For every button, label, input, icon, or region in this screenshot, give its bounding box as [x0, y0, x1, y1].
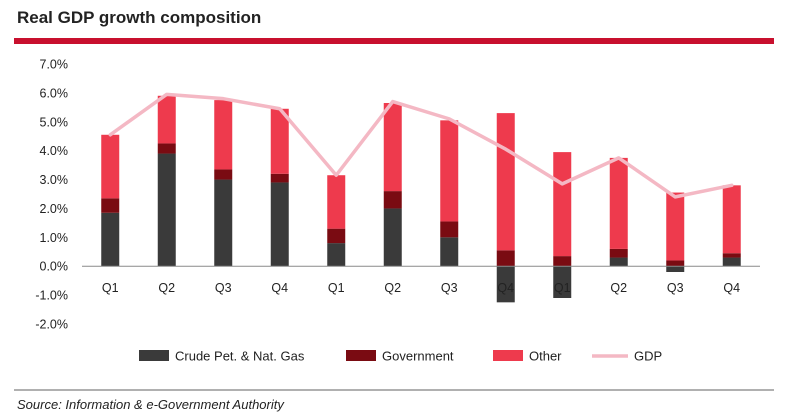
legend-swatch [346, 350, 376, 361]
bar-other [440, 120, 459, 222]
bar-government [327, 228, 346, 244]
bar-government [496, 250, 515, 267]
legend-other: Other [493, 349, 562, 364]
legend-swatch [139, 350, 169, 361]
bar-other [214, 100, 233, 170]
bar-government [609, 248, 628, 258]
bar-other [383, 103, 402, 192]
title-rule [14, 38, 774, 44]
bar-other [496, 113, 515, 251]
bar-other [327, 175, 346, 229]
y-tick-label: 7.0% [40, 58, 69, 72]
y-tick-label: 1.0% [40, 231, 69, 245]
bar-other [722, 185, 741, 254]
x-tick-label: Q2 [158, 281, 175, 295]
y-tick-label: 2.0% [40, 202, 69, 216]
x-tick-label: Q4 [497, 281, 514, 295]
legend-label: Other [529, 349, 562, 364]
x-tick-label: Q3 [215, 281, 232, 295]
x-tick-label: Q1 [102, 281, 119, 295]
x-tick-label: Q1 [328, 281, 345, 295]
legend-gdp: GDP [592, 349, 662, 364]
bars [101, 95, 741, 303]
y-tick-label: 3.0% [40, 173, 69, 187]
bar-government [214, 169, 233, 180]
bar-other [609, 157, 628, 249]
bar-other [101, 134, 120, 199]
bar-crude [666, 266, 685, 272]
y-tick-label: 0.0% [40, 260, 69, 274]
x-tick-label: Q4 [723, 281, 740, 295]
bar-crude [553, 266, 572, 298]
bar-crude [609, 257, 628, 267]
legend-label: GDP [634, 349, 662, 364]
gdp-line [108, 92, 734, 199]
bar-government [440, 221, 459, 238]
bar-government [270, 173, 289, 183]
bar-government [666, 260, 685, 267]
bar-crude [383, 208, 402, 267]
y-axis: 7.0% 6.0% 5.0% 4.0% 3.0% 2.0% 1.0% 0.0% -1.0% -2.… [35, 58, 68, 332]
footer-rule [14, 389, 774, 391]
bar-other [157, 95, 176, 144]
bar-crude [214, 179, 233, 267]
bar-government [553, 256, 572, 267]
legend-label: Government [382, 349, 454, 364]
bar-other [666, 192, 685, 261]
x-tick-label: Q2 [384, 281, 401, 295]
chart-title: Real GDP growth composition [17, 8, 262, 27]
legend-crude: Crude Pet. & Nat. Gas [139, 349, 305, 364]
bar-other [270, 108, 289, 174]
legend-government: Government [346, 349, 454, 364]
bar-other [553, 152, 572, 257]
bar-crude [270, 182, 289, 267]
bar-crude [101, 212, 120, 267]
x-tick-label: Q1 [554, 281, 571, 295]
bar-government [722, 253, 741, 258]
y-tick-label: 5.0% [40, 115, 69, 129]
bar-crude [722, 257, 741, 267]
x-tick-label: Q3 [441, 281, 458, 295]
legend-label: Crude Pet. & Nat. Gas [175, 349, 305, 364]
legend: Crude Pet. & Nat. Gas Government Other GDP [139, 349, 662, 364]
x-axis: Q1 Q2 Q3 Q4 Q1 Q2 Q3 Q4 Q1 Q2 Q3 Q4 [102, 281, 740, 295]
x-tick-label: Q3 [667, 281, 684, 295]
bar-crude [157, 153, 176, 267]
bar-crude [327, 243, 346, 267]
x-tick-label: Q2 [610, 281, 627, 295]
bar-crude [496, 266, 515, 303]
chart: 7.0% 6.0% 5.0% 4.0% 3.0% 2.0% 1.0% 0.0% -1.0% -2.… [35, 58, 760, 364]
y-tick-label: -2.0% [35, 318, 68, 332]
bar-government [383, 191, 402, 209]
gdp-line-path [108, 92, 734, 199]
y-tick-label: 4.0% [40, 144, 69, 158]
y-tick-label: -1.0% [35, 289, 68, 303]
y-tick-label: 6.0% [40, 86, 69, 100]
source-note: Source: Information & e-Government Autho… [17, 397, 284, 412]
legend-swatch [493, 350, 523, 361]
bar-crude [440, 237, 459, 267]
bar-government [157, 143, 176, 154]
bar-government [101, 198, 120, 213]
x-tick-label: Q4 [271, 281, 288, 295]
